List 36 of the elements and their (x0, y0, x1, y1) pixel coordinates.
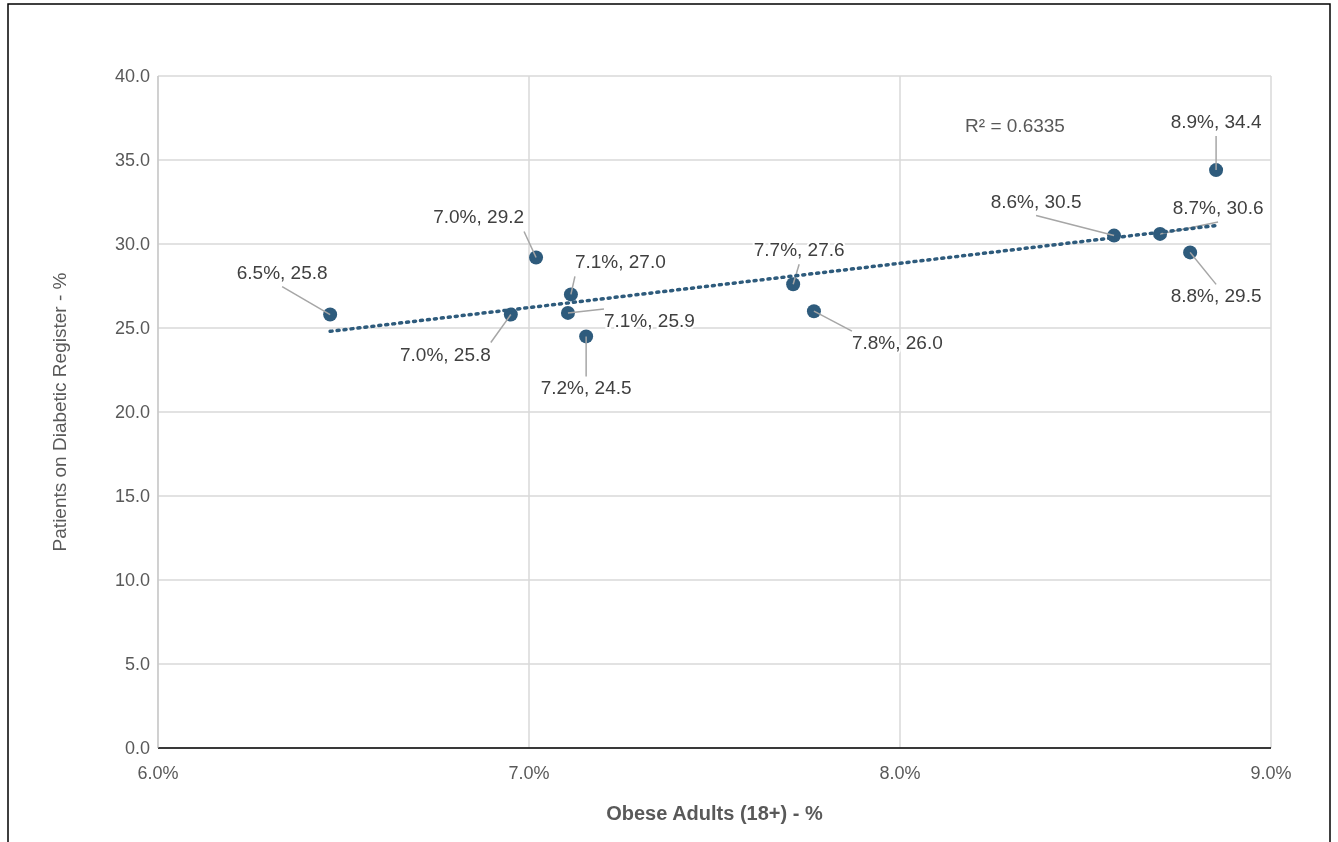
x-tick-label: 7.0% (508, 763, 550, 783)
point (1183, 245, 1198, 260)
data-label: 7.0%, 29.2 (433, 206, 525, 228)
point (563, 287, 578, 302)
point (1209, 163, 1224, 178)
data-label: 7.2%, 24.5 (540, 377, 632, 399)
data-label: 7.7%, 27.6 (753, 239, 845, 261)
data-label: 6.5%, 25.8 (236, 261, 328, 283)
data-label: 7.8%, 26.0 (851, 332, 943, 354)
point (806, 304, 821, 319)
y-tick-label: 10.0 (114, 570, 150, 590)
y-tick-label: 30.0 (114, 234, 150, 254)
point (529, 250, 544, 265)
y-tick-label: 35.0 (114, 150, 150, 170)
data-label: 8.7%, 30.6 (1172, 196, 1264, 218)
data-label: 7.1%, 27.0 (574, 251, 666, 273)
point (786, 277, 801, 292)
annotation: R² = 0.6335 (965, 115, 1065, 136)
x-tick-label: 6.0% (137, 763, 179, 783)
y-axis-title: Patients on Diabetic Register - % (49, 272, 70, 552)
y-tick-label: 5.0 (124, 654, 150, 674)
data-label: 8.8%, 29.5 (1170, 285, 1262, 307)
y-tick-label: 40.0 (114, 66, 150, 86)
y-tick-label: 20.0 (114, 402, 150, 422)
data-label: 7.0%, 25.8 (399, 343, 491, 365)
x-tick-label: 9.0% (1250, 763, 1292, 783)
point (323, 307, 338, 322)
x-axis-title: Obese Adults (18+) - % (606, 802, 823, 824)
data-label: 8.9%, 34.4 (1170, 111, 1262, 133)
y-tick-label: 25.0 (114, 318, 150, 338)
y-tick-label: 0.0 (124, 738, 150, 758)
point (560, 305, 575, 320)
y-tick-label: 15.0 (114, 486, 150, 506)
data-label: 7.1%, 25.9 (603, 309, 695, 331)
x-tick-label: 8.0% (879, 763, 921, 783)
data-label: 8.6%, 30.5 (990, 190, 1082, 212)
